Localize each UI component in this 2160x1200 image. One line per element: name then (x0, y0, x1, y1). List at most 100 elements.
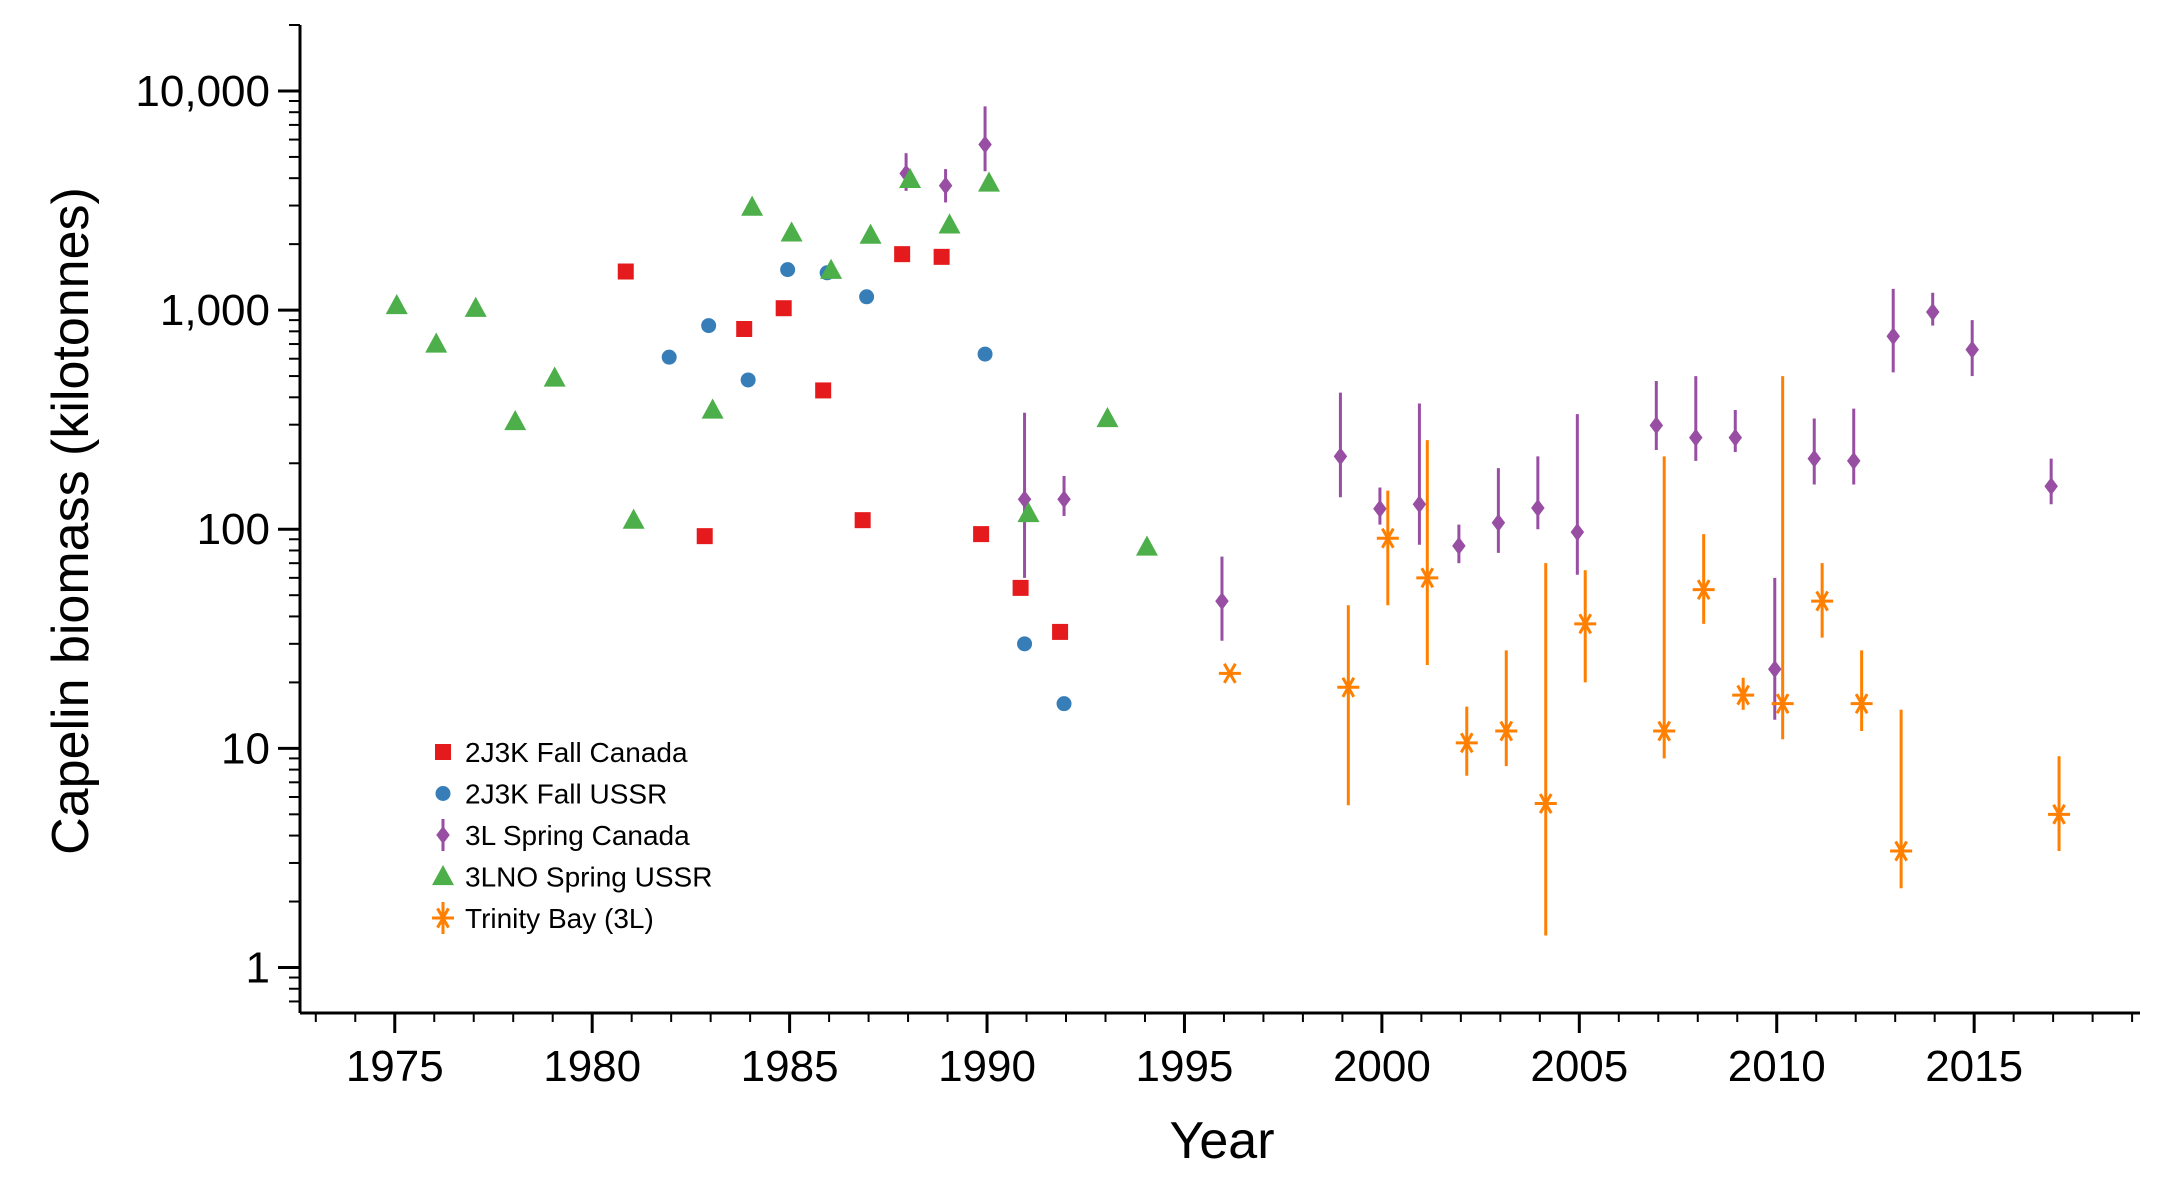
data-point (504, 410, 527, 431)
data-point (820, 258, 843, 279)
marker-square (1012, 579, 1029, 596)
series-2 (899, 106, 2058, 720)
marker-asterisk-d2 (1341, 676, 1356, 698)
data-point (1412, 495, 1427, 514)
data-point (1056, 696, 1072, 712)
marker-diamond (1373, 499, 1387, 518)
marker-diamond (1649, 416, 1664, 435)
marker-asterisk-d2 (1815, 590, 1829, 612)
legend-marker (435, 786, 451, 801)
legend: 2J3K Fall Canada 2J3K Fall USSR 3L Spring … (432, 737, 712, 934)
marker-asterisk-d2 (1381, 527, 1395, 549)
marker-diamond (1057, 490, 1071, 509)
x-tick-label: 1980 (543, 1042, 641, 1091)
marker-square (696, 528, 713, 545)
marker-circle (780, 262, 796, 278)
x-tick-label: 1975 (346, 1042, 444, 1091)
data-point (978, 171, 1001, 192)
data-point (1965, 340, 1979, 359)
data-point (1771, 693, 1794, 714)
marker-asterisk-d2 (1499, 720, 1514, 742)
legend-label: 3LNO Spring USSR (465, 862, 712, 893)
marker-diamond (1452, 536, 1466, 555)
data-point (1925, 303, 1940, 322)
data-point (899, 167, 922, 188)
marker-diamond (1689, 428, 1703, 447)
data-point (425, 332, 448, 353)
data-point (1017, 636, 1033, 652)
marker-circle (701, 318, 717, 334)
data-point (1574, 613, 1597, 635)
data-point (701, 318, 717, 334)
marker-asterisk-d2 (1578, 613, 1593, 635)
legend-marker (435, 744, 451, 760)
marker-asterisk-d2 (1736, 684, 1750, 706)
marker-diamond (1846, 451, 1861, 470)
marker-triangle (1017, 501, 1040, 523)
data-point (1017, 501, 1040, 523)
marker-circle (977, 346, 993, 362)
marker-diamond (1333, 447, 1348, 466)
y-tick-label: 100 (197, 505, 270, 554)
data-point (1495, 720, 1518, 742)
marker-asterisk-d2 (1854, 693, 1869, 714)
data-point (543, 366, 566, 387)
data-point (1692, 579, 1715, 600)
marker-circle (859, 289, 875, 305)
marker-triangle (543, 366, 566, 387)
marker-diamond (938, 176, 953, 195)
data-point (1846, 451, 1861, 470)
legend-marker (432, 865, 454, 886)
data-point (1135, 535, 1158, 556)
data-point (1376, 527, 1399, 549)
data-point (1373, 499, 1387, 518)
legend-item: 3L Spring Canada (436, 819, 690, 851)
marker-diamond (1491, 513, 1506, 532)
marker-triangle (622, 508, 645, 529)
y-axis-title: Capelin biomass (kilotonnes) (42, 187, 100, 855)
marker-diamond (436, 826, 450, 844)
x-axis-ticks: 1975 1980 1985 1990 1995 2000 2005 2010 2015 (314, 1013, 2134, 1091)
data-point (933, 248, 950, 265)
marker-diamond (1728, 428, 1743, 447)
marker-square (617, 263, 634, 280)
y-tick-label: 10 (221, 724, 270, 773)
marker-circle (435, 786, 451, 801)
data-point (617, 263, 634, 280)
marker-square (815, 382, 832, 399)
marker-diamond (1768, 660, 1782, 679)
marker-square (894, 246, 911, 263)
marker-circle (1056, 696, 1072, 712)
data-point (2044, 477, 2058, 496)
marker-diamond (1965, 340, 1979, 359)
data-point (1057, 490, 1071, 509)
data-point (2048, 804, 2071, 825)
data-point (894, 246, 911, 263)
data-point (1890, 840, 1913, 862)
marker-diamond (1215, 592, 1229, 611)
data-point (1768, 660, 1782, 679)
series-3 (385, 167, 1158, 556)
data-point (1728, 428, 1743, 447)
marker-diamond (978, 135, 992, 154)
marker-asterisk-d2 (1894, 840, 1908, 862)
marker-asterisk-d2 (1538, 793, 1553, 814)
data-point (1531, 498, 1545, 517)
marker-asterisk-d2 (1223, 663, 1237, 684)
legend-item: 3LNO Spring USSR (432, 862, 712, 893)
marker-triangle (504, 410, 527, 431)
x-tick-label: 2005 (1530, 1042, 1628, 1091)
legend-label: 2J3K Fall Canada (465, 737, 688, 768)
data-point (1215, 592, 1229, 611)
legend-item: 2J3K Fall Canada (435, 737, 688, 768)
series-1 (661, 262, 1072, 712)
marker-diamond (1886, 327, 1900, 346)
y-tick-label: 1,000 (160, 286, 270, 335)
marker-square (1052, 623, 1069, 640)
data-point (1850, 693, 1873, 714)
data-point (1218, 663, 1241, 684)
marker-square (435, 744, 451, 760)
marker-circle (661, 349, 677, 365)
marker-triangle (1096, 407, 1119, 428)
